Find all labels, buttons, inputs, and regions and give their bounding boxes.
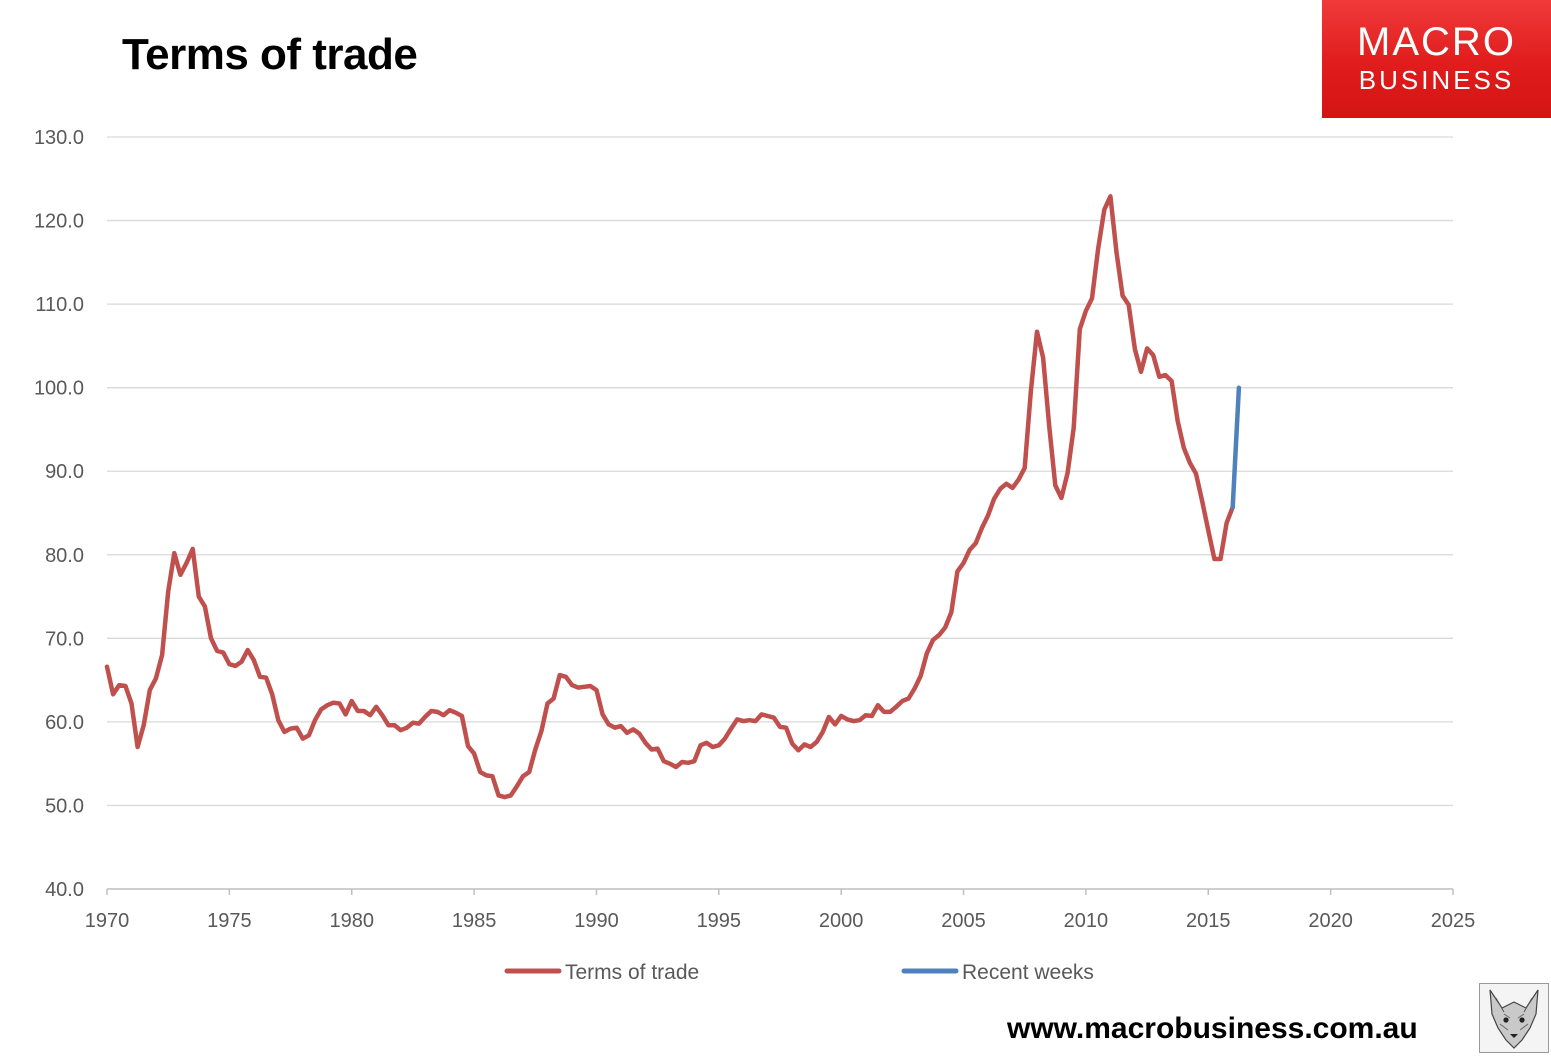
legend: Terms of trade Recent weeks (504, 961, 1094, 984)
wolf-head-icon (1489, 989, 1539, 1049)
legend-label: Recent weeks (962, 961, 1094, 984)
logo-line-macro: MACRO (1357, 20, 1516, 64)
x-tick-label: 1990 (574, 910, 619, 932)
axes (106, 888, 1454, 895)
x-tick-label: 1985 (452, 910, 497, 932)
y-tick-label: 110.0 (35, 294, 84, 316)
y-tick-label: 60.0 (45, 712, 84, 734)
x-tick-label: 1970 (85, 910, 130, 932)
x-tick-label: 2025 (1431, 910, 1476, 932)
y-tick-label: 80.0 (45, 545, 84, 567)
series-line-recent-weeks (1230, 385, 1242, 510)
x-tick-label: 2000 (819, 910, 864, 932)
logo-line-business: BUSINESS (1358, 65, 1515, 95)
x-tick-label: 2005 (941, 910, 986, 932)
y-tick-label: 50.0 (45, 795, 84, 817)
y-tick-label: 100.0 (34, 378, 84, 400)
x-tick-label: 2010 (1064, 910, 1109, 932)
y-tick-label: 120.0 (34, 211, 84, 233)
y-tick-label: 70.0 (45, 628, 84, 650)
x-tick-label: 1975 (207, 910, 252, 932)
x-tick-label: 1995 (697, 910, 742, 932)
x-tick-label: 2020 (1308, 910, 1353, 932)
chart-title: Terms of trade (122, 30, 418, 79)
series-line-terms-of-trade (104, 194, 1235, 800)
website-url[interactable]: www.macrobusiness.com.au (1007, 1012, 1418, 1045)
y-axis-tick-labels: 40.0 50.0 60.0 70.0 80.0 90.0 100.0 110.0 120.0 1… (34, 127, 84, 901)
macrobusiness-logo[interactable]: MACRO BUSINESS (1322, 0, 1551, 118)
x-tick-label: 1980 (329, 910, 374, 932)
gridlines (107, 136, 1453, 807)
y-tick-label: 130.0 (34, 127, 84, 149)
y-tick-label: 40.0 (45, 879, 84, 901)
x-tick-label: 2015 (1186, 910, 1231, 932)
series-lines (104, 194, 1242, 800)
legend-label: Terms of trade (565, 961, 699, 984)
wolf-mascot-image (1479, 983, 1549, 1053)
terms-of-trade-chart: 40.0 50.0 60.0 70.0 80.0 90.0 100.0 110.0 120.0 1… (34, 127, 1476, 984)
y-tick-label: 90.0 (45, 461, 84, 483)
x-axis-tick-labels: 1970 1975 1980 1985 1990 1995 2000 2005 2010 2015… (85, 910, 1476, 932)
